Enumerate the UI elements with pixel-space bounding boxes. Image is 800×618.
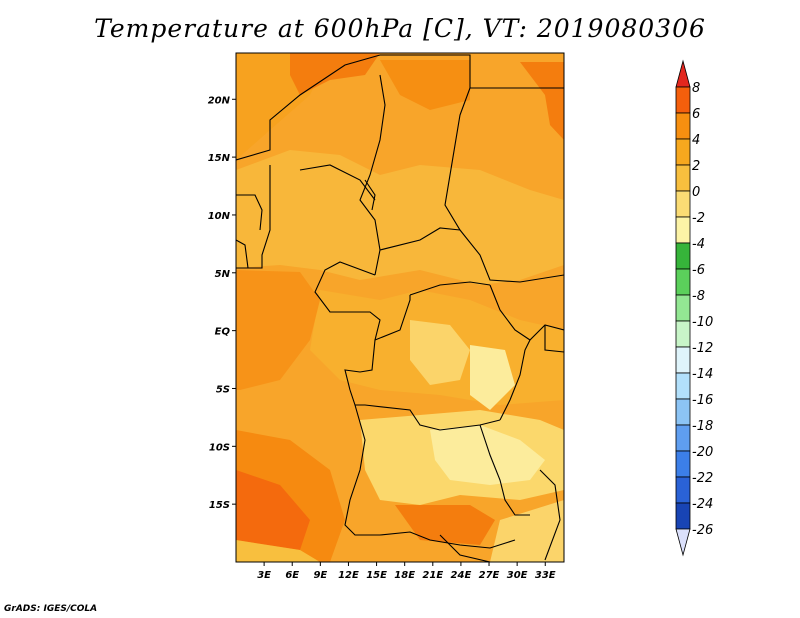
border-line <box>439 534 491 562</box>
field-zone-6-8-atlantic <box>236 470 310 550</box>
border-line <box>236 239 249 269</box>
border-line <box>344 404 516 549</box>
field-zone-0-2-sahel <box>236 150 564 285</box>
colorbar-segment <box>675 320 691 348</box>
colorbar-label: -16 <box>692 393 713 408</box>
border-line <box>314 261 376 313</box>
colorbar-label: -20 <box>692 445 713 460</box>
y-tick-label: 5S <box>216 384 230 395</box>
colorbar-segment <box>675 268 691 296</box>
x-tick-label: 27E <box>479 570 500 581</box>
field-zone-neg2-0-congo <box>410 320 470 385</box>
field-zone-4-6-north <box>290 53 380 95</box>
border-line <box>489 284 531 341</box>
x-tick-label: 30E <box>507 570 528 581</box>
colorbar-label: 2 <box>692 159 700 174</box>
colorbar-label: -10 <box>692 315 713 330</box>
colorbar-label: -14 <box>692 367 713 382</box>
x-tick-label: 6E <box>285 570 299 581</box>
colorbar-segment <box>675 502 691 530</box>
y-tick-label: 15S <box>209 500 230 511</box>
field-zone-0-2-southwest <box>236 540 320 562</box>
colorbar-label: 8 <box>692 81 700 96</box>
y-axis: 20N 15N 10N 5N EQ 5S 10S 15S <box>208 95 236 511</box>
x-tick-label: 15E <box>366 570 387 581</box>
colorbar-label: 0 <box>692 185 700 200</box>
y-tick-label: 10S <box>209 442 230 453</box>
border-line <box>236 165 271 269</box>
x-axis: 3E 6E 9E 12E 15E 18E 21E 24E 27E 30E 33E <box>257 562 556 581</box>
x-tick-label: 33E <box>535 570 556 581</box>
y-tick-label: 20N <box>208 95 231 106</box>
colorbar-top-triangle <box>675 59 691 88</box>
border-line <box>479 424 530 516</box>
colorbar-segment <box>675 476 691 504</box>
y-tick-label: 10N <box>208 211 231 222</box>
colorbar-label: -2 <box>692 211 705 226</box>
x-tick-label: 24E <box>451 570 472 581</box>
colorbar-label: -8 <box>692 289 705 304</box>
colorbar-segment <box>675 190 691 218</box>
border-line <box>349 389 501 431</box>
y-tick-label: 15N <box>208 153 231 164</box>
colorbar: 8 6 4 2 0 -2 -4 -6 -8 -10 -12 -14 -16 -18 -20 -22 -24 -26 <box>675 59 713 557</box>
y-tick-label: EQ <box>215 327 231 338</box>
border-line <box>299 164 376 201</box>
x-tick-label: 12E <box>338 570 359 581</box>
x-tick-label: 9E <box>313 570 327 581</box>
colorbar-segment <box>675 294 691 322</box>
x-tick-label: 3E <box>257 570 271 581</box>
border-line <box>409 281 491 296</box>
map-frame <box>235 52 565 563</box>
colorbar-label: 6 <box>692 107 700 122</box>
field-zone-4-6-northeast <box>520 62 564 140</box>
colorbar-segment <box>675 424 691 452</box>
colorbar-segment <box>675 398 691 426</box>
colorbar-label: 4 <box>692 133 700 148</box>
border-line <box>236 194 263 231</box>
colorbar-label: -22 <box>692 471 713 486</box>
border-line <box>539 469 561 561</box>
field-zone-4-6-nile <box>380 60 470 110</box>
grads-credit: GrADS: IGES/COLA <box>4 604 98 614</box>
colorbar-segment <box>675 138 691 166</box>
border-line <box>544 325 564 353</box>
x-tick-label: 18E <box>394 570 415 581</box>
field-zone-4-6-westcoast <box>236 270 320 390</box>
border-line <box>374 295 411 341</box>
colorbar-segment <box>675 86 691 114</box>
field-zone-neg4-neg2-south <box>430 425 545 485</box>
colorbar-segment <box>675 112 691 140</box>
field-zone-4-6-south <box>395 505 495 545</box>
colorbar-label: -18 <box>692 419 713 434</box>
colorbar-segment <box>675 216 691 244</box>
colorbar-label: -4 <box>692 237 705 252</box>
colorbar-label: -26 <box>692 523 713 538</box>
colorbar-label: -24 <box>692 497 713 512</box>
colorbar-segment <box>675 346 691 374</box>
map-panel: 3E 6E 9E 12E 15E 18E 21E 24E 27E 30E 33E 20N 15N 10N… <box>208 52 565 581</box>
colorbar-bottom-triangle <box>675 528 691 557</box>
border-line <box>364 179 376 211</box>
border-line <box>379 227 461 251</box>
colorbar-segment <box>675 242 691 270</box>
colorbar-label: -12 <box>692 341 713 356</box>
field-zone-0-2-southeast <box>490 500 564 562</box>
border-line <box>344 311 381 391</box>
country-borders <box>236 54 564 562</box>
border-line <box>236 54 564 161</box>
field-zone-neg4-neg2-east <box>470 345 515 410</box>
chart-title: Temperature at 600hPa [C], VT: 201908030… <box>94 14 706 43</box>
colorbar-segment <box>675 450 691 478</box>
colorbar-segment <box>675 164 691 192</box>
y-tick-label: 5N <box>215 269 231 280</box>
colorbar-segment <box>675 372 691 400</box>
border-line <box>444 87 564 283</box>
x-tick-label: 21E <box>422 570 443 581</box>
temperature-field <box>236 53 564 562</box>
colorbar-label: -6 <box>692 263 705 278</box>
